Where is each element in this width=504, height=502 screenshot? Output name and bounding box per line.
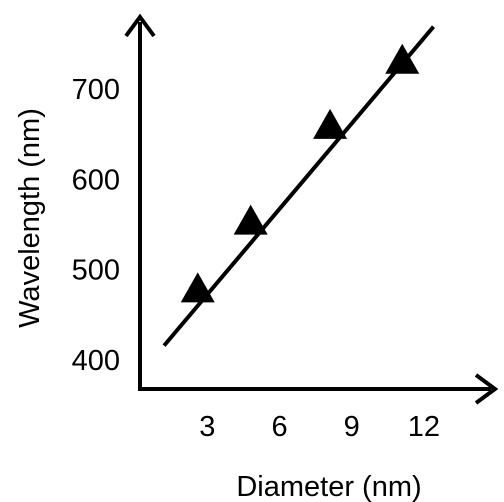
x-tick-label: 12 [408, 411, 440, 443]
y-tick-label: 600 [72, 164, 120, 196]
data-point-triangle [385, 43, 420, 74]
data-point-triangle [313, 108, 348, 139]
data-point-triangle [180, 272, 215, 303]
x-tick-label: 9 [344, 411, 360, 443]
x-axis-arrowhead [474, 373, 499, 405]
x-axis-title: Diameter (nm) [236, 471, 421, 502]
y-tick-label: 400 [72, 345, 120, 377]
y-axis-arrowhead [124, 13, 156, 38]
data-point-triangle [233, 204, 268, 235]
y-axis-title: Wavelength (nm) [14, 108, 46, 328]
data-points [180, 43, 420, 303]
x-tick-label: 6 [271, 411, 287, 443]
y-tick-label: 700 [72, 74, 120, 106]
y-tick-labels: 400 500 600 700 [72, 74, 120, 377]
x-tick-labels: 3 6 9 12 [199, 411, 440, 443]
y-tick-label: 500 [72, 255, 120, 287]
x-tick-label: 3 [199, 411, 215, 443]
axes [124, 13, 499, 405]
